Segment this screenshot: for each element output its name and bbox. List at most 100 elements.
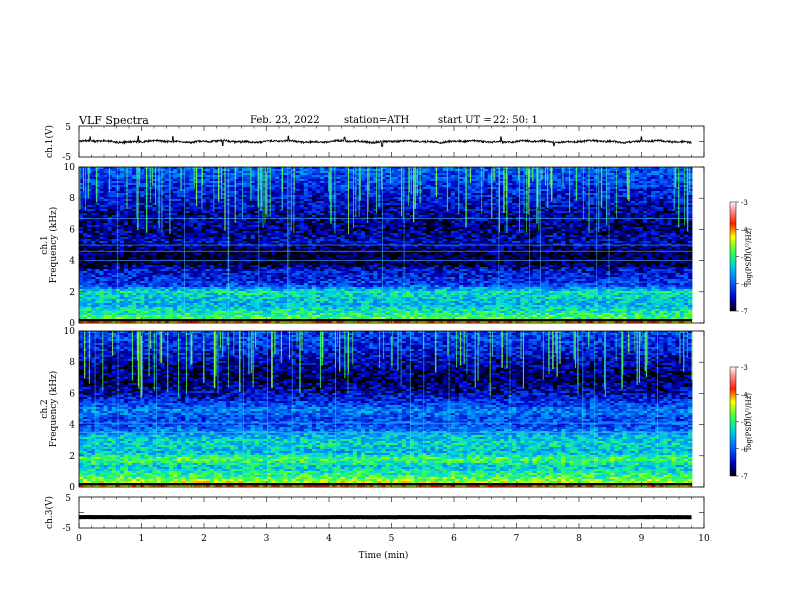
spectrogram-cell xyxy=(405,193,411,196)
spectrogram-cell xyxy=(369,199,374,202)
spectrogram-cell xyxy=(446,171,452,174)
spectrogram-cell xyxy=(373,203,378,206)
spectrogram-cell xyxy=(234,169,239,172)
spectrogram-cell xyxy=(602,189,607,192)
spectrogram-cell xyxy=(307,193,313,196)
spectrogram-cell xyxy=(393,215,399,218)
spectrogram-cell xyxy=(446,211,452,214)
spectrogram-cell xyxy=(95,219,100,222)
spectrogram-cell xyxy=(295,185,301,188)
spectrogram-cell xyxy=(234,193,239,196)
spectrogram-cell xyxy=(618,185,623,188)
spectrogram-cell xyxy=(397,191,403,194)
spectrogram-cell xyxy=(295,197,301,200)
spectrogram-cell xyxy=(381,219,386,222)
spectrogram-cell xyxy=(132,211,137,214)
spectrogram-cell xyxy=(348,183,354,186)
spectrogram-cell xyxy=(87,201,92,204)
spectrogram-cell xyxy=(540,201,546,204)
spectrogram-cell xyxy=(414,181,419,184)
spectrogram-cell xyxy=(602,207,607,210)
spectrogram-cell xyxy=(459,203,464,206)
spectrogram-cell xyxy=(373,205,378,208)
spectrogram-cell xyxy=(557,201,562,204)
spectrogram-cell xyxy=(630,207,636,210)
spectrogram-cell xyxy=(528,203,534,206)
spectrogram-cell xyxy=(471,215,476,218)
spectrogram-cell xyxy=(377,173,382,176)
spectrogram-cell xyxy=(475,215,480,218)
spectrogram-cell xyxy=(381,173,386,176)
spectrogram-cell xyxy=(655,201,660,204)
spectrogram-cell xyxy=(683,201,689,204)
spectrogram-cell xyxy=(512,209,517,212)
spectrogram-cell xyxy=(217,189,223,192)
spectrogram-cell xyxy=(242,205,247,208)
spectrogram-cell xyxy=(103,193,109,196)
spectrogram-cell xyxy=(520,209,525,212)
spectrogram-cell xyxy=(213,179,219,182)
spectrogram-cell xyxy=(275,215,280,218)
spectrogram-cell xyxy=(132,169,137,172)
spectrogram-cell xyxy=(520,219,525,222)
spectrogram-cell xyxy=(242,197,247,200)
spectrogram-cell xyxy=(217,181,223,184)
spectrogram-cell xyxy=(373,183,378,186)
spectrogram-cell xyxy=(540,197,546,200)
spectrogram-cell xyxy=(99,191,104,194)
spectrogram-cell xyxy=(593,167,599,170)
spectrogram-cell xyxy=(189,187,194,190)
spectrogram-cell xyxy=(512,203,517,206)
spectrogram-cell xyxy=(569,195,574,198)
spectrogram-cell xyxy=(266,187,272,190)
spectrogram-cell xyxy=(385,171,390,174)
spectrogram-cell xyxy=(177,187,182,190)
spectrogram-cell xyxy=(189,191,194,194)
spectrogram-cell xyxy=(348,187,354,190)
spectrogram-cell xyxy=(647,193,652,196)
spectrogram-cell xyxy=(324,205,329,208)
spectrogram-cell xyxy=(230,221,235,224)
spectrogram-cell xyxy=(569,201,574,204)
spectrogram-cell xyxy=(450,191,456,194)
spectrogram-cell xyxy=(91,171,96,174)
spectrogram-cell xyxy=(467,185,472,188)
spectrogram-cell xyxy=(164,181,170,184)
spectrogram-cell xyxy=(348,209,354,212)
spectrogram-cell xyxy=(324,187,329,190)
spectrogram-cell xyxy=(283,219,288,222)
spectrogram-cell xyxy=(303,193,309,196)
spectrogram-cell xyxy=(164,167,170,170)
spectrogram-cell xyxy=(238,207,243,210)
spectrogram-cell xyxy=(79,191,84,194)
spectrogram-cell xyxy=(467,187,472,190)
spectrogram-cell xyxy=(87,199,92,202)
spectrogram-cell xyxy=(360,187,366,190)
spectrogram-cell xyxy=(450,185,456,188)
spectrogram-cell xyxy=(573,219,578,222)
spectrogram-cell xyxy=(512,175,517,178)
spectrogram-cell xyxy=(446,167,452,170)
spectrogram-cell xyxy=(422,185,427,188)
spectrogram-cell xyxy=(450,219,456,222)
spectrogram-cell xyxy=(209,205,215,208)
spectrogram-cell xyxy=(307,189,313,192)
spectrogram-cell xyxy=(610,189,615,192)
spectrogram-cell xyxy=(222,203,227,206)
spectrogram-cell xyxy=(508,201,513,204)
spectrogram-cell xyxy=(201,201,207,204)
spectrogram-cell xyxy=(553,171,558,174)
spectrogram-cell xyxy=(238,185,243,188)
spectrogram-cell xyxy=(164,191,170,194)
spectrogram-cell xyxy=(414,179,419,182)
spectrogram-cell xyxy=(111,181,117,184)
spectrogram-cell xyxy=(679,195,685,198)
spectrogram-cell xyxy=(405,201,411,204)
spectrogram-cell xyxy=(128,219,133,222)
spectrogram-cell xyxy=(553,187,558,190)
spectrogram-cell xyxy=(553,211,558,214)
spectrogram-cell xyxy=(287,173,292,176)
spectrogram-cell xyxy=(618,175,623,178)
spectrogram-cell xyxy=(189,177,194,180)
spectrogram-cell xyxy=(177,179,182,182)
